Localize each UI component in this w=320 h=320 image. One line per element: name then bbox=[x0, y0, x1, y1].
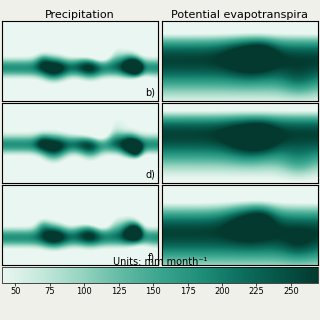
Text: f): f) bbox=[148, 252, 155, 262]
Title: Precipitation: Precipitation bbox=[45, 10, 115, 20]
Title: Potential evapotranspira: Potential evapotranspira bbox=[172, 10, 308, 20]
Title: Units: mm month⁻¹: Units: mm month⁻¹ bbox=[113, 257, 207, 267]
Text: d): d) bbox=[145, 170, 155, 180]
Text: b): b) bbox=[145, 88, 155, 98]
